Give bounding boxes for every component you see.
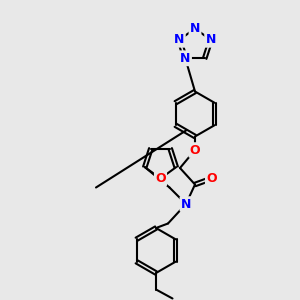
Text: O: O: [206, 172, 217, 185]
Text: O: O: [155, 172, 166, 185]
Text: N: N: [206, 33, 216, 46]
Text: N: N: [190, 22, 200, 35]
Text: N: N: [180, 52, 190, 65]
Text: N: N: [180, 52, 190, 65]
Text: N: N: [174, 33, 184, 46]
Text: N: N: [181, 197, 191, 211]
Text: O: O: [190, 143, 200, 157]
